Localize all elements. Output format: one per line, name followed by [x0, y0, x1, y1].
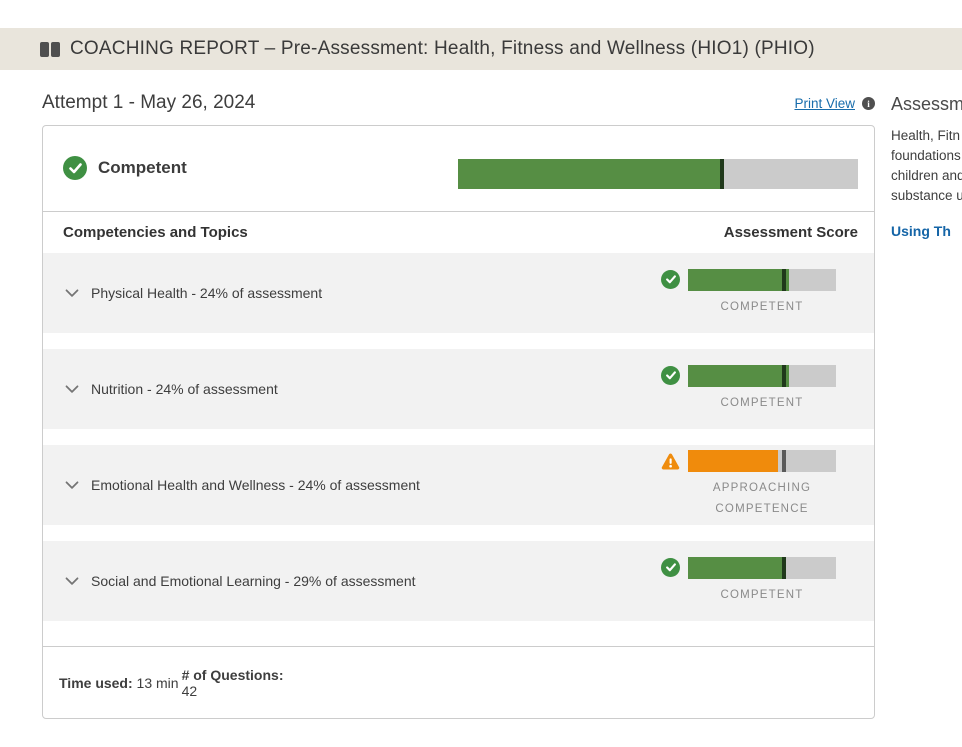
chevron-down-icon[interactable]: [65, 481, 79, 490]
bar-fill: [458, 159, 722, 189]
assessment-score: APPROACHING COMPETENCE: [661, 445, 836, 525]
overall-score-bar: [458, 159, 858, 189]
cut-score-marker: [782, 450, 787, 472]
attempt-title: Attempt 1 - May 26, 2024: [42, 92, 256, 113]
sidebar-description: Health, Fitn foundations children and subst…: [891, 126, 962, 206]
competency-label: Emotional Health and Wellness - 24% of a…: [91, 477, 420, 493]
cut-score-marker: [782, 556, 787, 579]
cut-score-marker: [720, 159, 724, 189]
card-footer: Time used: 13 min # of Questions: 42: [43, 646, 874, 718]
competency-row[interactable]: Physical Health - 24% of assessment COMP…: [43, 253, 874, 333]
attempt-header: Attempt 1 - May 26, 2024 Print View i: [42, 92, 875, 114]
sidebar-heading: Assessm: [891, 94, 962, 114]
score-bar: [688, 364, 836, 387]
assessment-score: COMPETENT: [661, 541, 836, 621]
chevron-down-icon[interactable]: [65, 577, 79, 586]
bar-fill: [688, 556, 783, 579]
table-header-row: Competencies and Topics Assessment Score: [43, 212, 874, 253]
time-used-label: Time used:: [59, 674, 133, 691]
overall-result-section: Competent: [43, 126, 874, 212]
competency-label: Physical Health - 24% of assessment: [91, 285, 323, 301]
question-count-value: 42: [181, 682, 198, 699]
chevron-down-icon[interactable]: [65, 289, 79, 298]
cut-score-marker: [782, 268, 787, 291]
competent-check-icon: [63, 156, 87, 180]
status-label: COMPETENT: [720, 588, 804, 601]
chevron-down-icon[interactable]: [65, 385, 79, 394]
cut-score-marker: [782, 364, 787, 387]
bar-fill: [688, 364, 789, 387]
competency-label: Social and Emotional Learning - 29% of a…: [91, 573, 416, 589]
competencies-column-header: Competencies and Topics: [63, 224, 248, 241]
sidebar-description-line: foundations: [891, 148, 961, 163]
status-label: APPROACHING COMPETENCE: [712, 482, 812, 515]
assessment-sidebar: Assessm Health, Fitn foundations children …: [891, 94, 962, 241]
score-column-header: Assessment Score: [723, 224, 858, 241]
competent-check-icon: [661, 366, 680, 385]
competency-label: Nutrition - 24% of assessment: [91, 381, 278, 397]
status-label: COMPETENT: [720, 396, 804, 409]
print-view-group: Print View i: [794, 96, 875, 111]
competency-row[interactable]: Emotional Health and Wellness - 24% of a…: [43, 445, 874, 525]
report-title: COACHING REPORT – Pre-Assessment: Health…: [70, 38, 815, 59]
score-bar: [688, 450, 836, 472]
time-used: Time used: 13 min: [59, 675, 179, 691]
competency-row[interactable]: Nutrition - 24% of assessment COMPETENT: [43, 349, 874, 429]
bar-fill: [688, 450, 779, 472]
score-bar: [688, 268, 836, 291]
competency-rows: Physical Health - 24% of assessment COMP…: [43, 253, 874, 621]
assessment-score: COMPETENT: [661, 349, 836, 429]
overall-status-label: Competent: [98, 158, 187, 177]
sidebar-description-line: children and: [891, 168, 962, 183]
status-label: COMPETENT: [720, 300, 804, 313]
sidebar-description-line: substance u: [891, 188, 962, 203]
competent-check-icon: [661, 558, 680, 577]
using-this-report-link[interactable]: Using Th: [891, 223, 951, 239]
open-book-icon: [40, 41, 60, 57]
competency-row[interactable]: Social and Emotional Learning - 29% of a…: [43, 541, 874, 621]
assessment-score: COMPETENT: [661, 253, 836, 333]
report-banner: COACHING REPORT – Pre-Assessment: Health…: [0, 28, 962, 70]
print-view-link[interactable]: Print View: [794, 96, 855, 111]
score-bar: [688, 556, 836, 579]
coaching-report-card: Competent Competencies and Topics Assess…: [42, 125, 875, 719]
sidebar-description-line: Health, Fitn: [891, 128, 961, 143]
competent-check-icon: [661, 270, 680, 289]
warning-icon: [661, 452, 680, 470]
question-count: # of Questions: 42: [182, 667, 284, 699]
bar-fill: [688, 268, 789, 291]
info-icon[interactable]: i: [862, 97, 875, 110]
question-count-label: # of Questions:: [181, 666, 284, 683]
time-used-value: 13 min: [136, 674, 179, 691]
